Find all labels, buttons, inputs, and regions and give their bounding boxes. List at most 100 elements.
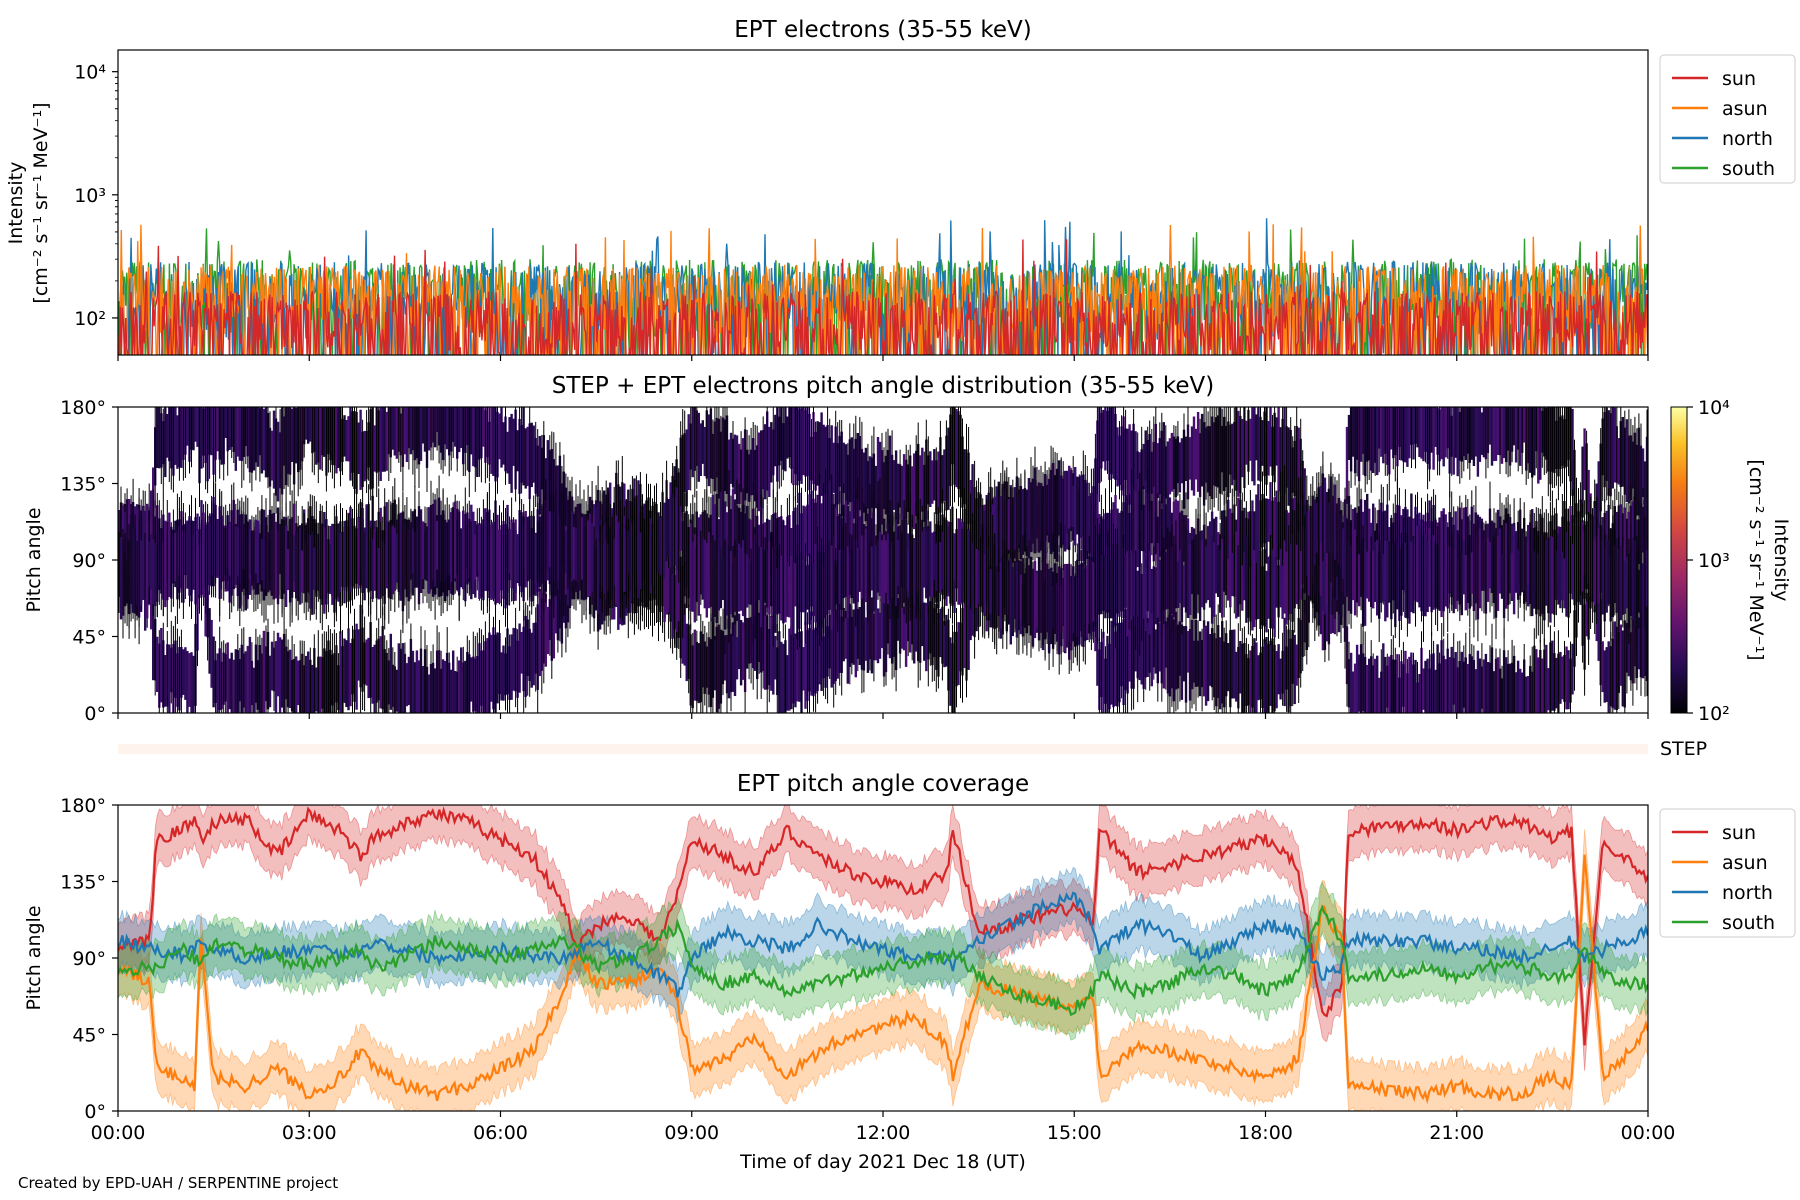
pad-streak — [752, 422, 754, 521]
pad-cell — [921, 447, 924, 512]
pad-cell — [393, 407, 397, 456]
pad-streak — [1543, 407, 1545, 475]
pad-cell — [925, 602, 928, 672]
pad-streak — [766, 407, 768, 505]
pad-streak — [766, 601, 768, 713]
panel2-x-axis — [117, 713, 1649, 719]
pad-cell — [699, 423, 703, 476]
pad-streak — [251, 642, 253, 713]
pad-cell — [373, 425, 376, 472]
pad-streak — [1133, 580, 1135, 710]
pad-streak — [279, 409, 281, 515]
pad-cell — [864, 447, 868, 522]
pad-cell — [963, 592, 966, 669]
pad-streak — [656, 500, 657, 587]
pad-cell — [1357, 554, 1361, 607]
pad-streak — [1431, 507, 1433, 636]
pad-cell — [1472, 407, 1476, 466]
pad-cell — [1597, 590, 1600, 661]
pad-streak — [1398, 519, 1400, 648]
pad-streak — [525, 602, 527, 708]
pad-streak — [611, 516, 613, 609]
pad-cell — [202, 512, 205, 598]
pad-streak — [756, 425, 758, 529]
pad-streak — [1262, 627, 1263, 713]
pad-streak — [1044, 461, 1046, 575]
pad-streak — [1048, 467, 1050, 549]
pad-cell — [1019, 574, 1023, 620]
pad-streak — [1163, 537, 1165, 624]
pad-streak — [1179, 493, 1181, 601]
pad-cell — [1253, 511, 1256, 555]
pad-cell — [1128, 424, 1131, 505]
pad-streak — [861, 421, 863, 523]
pad-streak — [474, 407, 476, 492]
pad-streak — [1113, 602, 1114, 713]
pad-cell — [691, 541, 694, 612]
pad-cell — [357, 517, 360, 589]
pad-cell — [911, 466, 914, 528]
pad-cell — [462, 510, 465, 590]
pad-cell — [1327, 502, 1331, 552]
pad-cell — [1178, 442, 1182, 493]
pad-streak — [684, 410, 686, 507]
pad-streak — [1481, 521, 1483, 612]
pad-streak — [1018, 543, 1020, 651]
pad-streak — [1473, 505, 1475, 638]
pad-cell — [1007, 499, 1011, 551]
pad-cell — [870, 546, 874, 591]
pad-streak — [646, 506, 647, 603]
pad-cell — [697, 536, 701, 616]
pad-streak — [1346, 600, 1348, 707]
pad-cell — [248, 528, 252, 580]
pad-cell — [1269, 482, 1272, 558]
pad-streak — [1151, 429, 1153, 517]
pad-cell — [1396, 654, 1399, 713]
pad-streak — [837, 544, 839, 632]
pad-streak — [440, 500, 442, 606]
pad-streak — [1553, 515, 1555, 627]
pad-cell — [784, 407, 787, 472]
pad-cell — [1162, 422, 1166, 508]
pad-cell — [278, 637, 282, 713]
pad-streak — [1495, 521, 1497, 640]
pad-cell — [1265, 498, 1268, 564]
pad-streak — [247, 407, 249, 469]
pad-cell — [852, 547, 856, 604]
pad-streak — [1016, 457, 1018, 572]
pad-streak — [1300, 477, 1302, 593]
pad-cell — [256, 407, 260, 467]
pad-cell — [822, 424, 825, 511]
pad-streak — [845, 523, 847, 619]
pad-streak — [807, 612, 808, 713]
pad-cell — [254, 519, 258, 574]
pad-cell — [703, 426, 707, 477]
pad-streak — [1553, 631, 1555, 713]
pad-streak — [478, 407, 480, 477]
pad-streak — [486, 407, 488, 479]
pad-streak — [706, 407, 708, 503]
pad-cell — [1321, 583, 1325, 651]
pad-cell — [1251, 500, 1254, 563]
pad-streak — [1113, 523, 1114, 654]
pad-streak — [1161, 593, 1163, 702]
pad-cell — [663, 512, 666, 579]
pad-cell — [516, 430, 519, 472]
pad-cell — [1525, 676, 1528, 713]
pad-streak — [388, 407, 390, 481]
pad-streak — [796, 543, 798, 650]
pad-streak — [1111, 497, 1112, 606]
pad-streak — [815, 610, 817, 713]
pad-cell — [1521, 672, 1524, 713]
pad-streak — [871, 435, 873, 519]
pad-streak — [1501, 502, 1503, 594]
pad-streak — [994, 533, 996, 645]
pad-cell — [395, 669, 399, 712]
pad-streak — [1125, 479, 1127, 588]
pad-streak — [827, 407, 829, 514]
pad-streak — [1167, 594, 1169, 713]
pad-cell — [1227, 643, 1230, 692]
pad-cell — [788, 628, 791, 711]
pad-cell — [260, 538, 264, 580]
